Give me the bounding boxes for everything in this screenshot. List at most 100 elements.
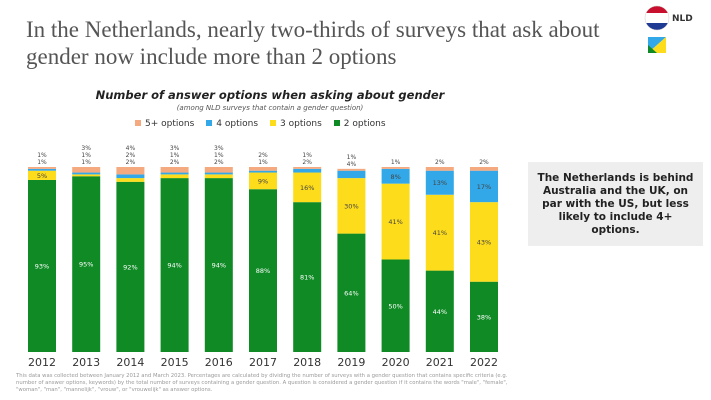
bar-segment (28, 168, 56, 171)
bar-segment (249, 167, 277, 171)
data-label: 2% (126, 159, 136, 166)
legend-swatch (333, 120, 340, 126)
data-label: 17% (477, 183, 491, 191)
bar-segment (116, 174, 145, 179)
callout-box: The Netherlands is behind Australia and … (528, 162, 703, 246)
flag-icon (644, 5, 670, 53)
data-label: 2% (435, 159, 445, 166)
legend-item: 3 options (270, 119, 322, 130)
chart-title: Number of answer options when asking abo… (95, 88, 445, 102)
legend-item: 4 options (206, 119, 258, 130)
data-label: 8% (390, 173, 400, 181)
bar-segment (116, 181, 145, 352)
bar-segment (293, 202, 322, 352)
bar-segment (425, 170, 454, 195)
data-label: 2% (214, 159, 224, 166)
bar-segment (160, 172, 189, 175)
data-label: 1% (214, 152, 224, 159)
legend-swatch (270, 120, 277, 126)
bar-segment (249, 189, 277, 352)
data-label: 43% (477, 238, 491, 246)
x-tick-label: 2020 (382, 356, 410, 369)
x-tick-label: 2012 (28, 356, 56, 369)
bar-segment (249, 170, 277, 173)
data-label: 5% (37, 172, 47, 180)
x-tick-label: 2019 (337, 356, 365, 369)
data-label: 2% (479, 159, 489, 166)
bar-segment (72, 167, 101, 173)
x-tick-label: 2013 (72, 356, 100, 369)
bar-segment (204, 167, 233, 173)
x-tick-label: 2014 (116, 356, 144, 369)
data-label: 92% (123, 263, 137, 271)
chart-subtitle: (among NLD surveys that contain a gender… (176, 104, 364, 112)
data-label: 1% (81, 152, 91, 159)
data-label: 94% (212, 262, 226, 270)
data-label: 95% (79, 261, 93, 269)
bar-segment (72, 172, 101, 175)
data-label: 4% (126, 145, 136, 152)
data-label: 81% (300, 274, 314, 282)
legend-item: 5+ options (135, 119, 194, 130)
bar-segment (470, 202, 498, 282)
bar-segment (72, 176, 101, 352)
bar-segment (337, 168, 366, 171)
bar-segment (337, 178, 366, 234)
data-label: 3% (81, 145, 91, 152)
data-label: 1% (391, 159, 401, 166)
data-label: 1% (37, 159, 47, 166)
bar-segment (28, 167, 56, 169)
bar-segment (160, 167, 189, 173)
data-label: 88% (256, 267, 270, 275)
bar-segment (204, 174, 233, 179)
x-tick-label: 2021 (426, 356, 454, 369)
data-label: 3% (214, 145, 224, 152)
bar-segment (293, 168, 322, 173)
data-label: 4% (347, 161, 357, 168)
data-label: 16% (300, 184, 314, 192)
bar-segment (160, 174, 189, 179)
data-label: 2% (258, 152, 268, 159)
bar-segment (28, 170, 56, 180)
x-tick-label: 2022 (470, 356, 498, 369)
bar-segment (204, 172, 233, 175)
bar-segment (337, 233, 366, 352)
logo-label: NLD (672, 14, 693, 24)
data-label: 13% (433, 179, 447, 187)
page-title: In the Netherlands, nearly two-thirds of… (26, 17, 600, 69)
data-label: 38% (477, 313, 491, 321)
legend-label: 3 options (280, 119, 322, 129)
data-label: 41% (433, 229, 447, 237)
x-tick-label: 2016 (205, 356, 233, 369)
data-label: 2% (170, 159, 180, 166)
bar-segment (293, 172, 322, 203)
bar-segment (381, 183, 410, 260)
legend-label: 5+ options (145, 119, 195, 129)
bar-segment (160, 178, 189, 352)
data-label: 64% (344, 289, 358, 297)
data-label: 1% (81, 159, 91, 166)
data-label: 44% (433, 308, 447, 316)
bar-segment (72, 174, 101, 177)
bar-segment (381, 168, 410, 184)
bar-segment (337, 170, 366, 179)
bar-segment (28, 179, 56, 352)
bar-segment (470, 167, 498, 171)
data-label: 94% (167, 262, 181, 270)
bar-segment (249, 172, 277, 190)
legend-label: 2 options (343, 119, 386, 129)
legend-item: 2 options (333, 119, 386, 130)
data-label: 1% (170, 152, 180, 159)
data-label: 2% (126, 152, 136, 159)
data-label: 9% (258, 177, 268, 185)
bar-segment (425, 167, 454, 171)
x-tick-label: 2018 (293, 356, 321, 369)
data-label: 41% (388, 218, 402, 226)
bar-segment (381, 259, 410, 352)
data-label: 30% (344, 202, 358, 210)
data-label: 93% (35, 262, 49, 270)
data-label: 50% (388, 302, 402, 310)
bar-segment (204, 178, 233, 352)
data-label: 1% (258, 159, 268, 166)
